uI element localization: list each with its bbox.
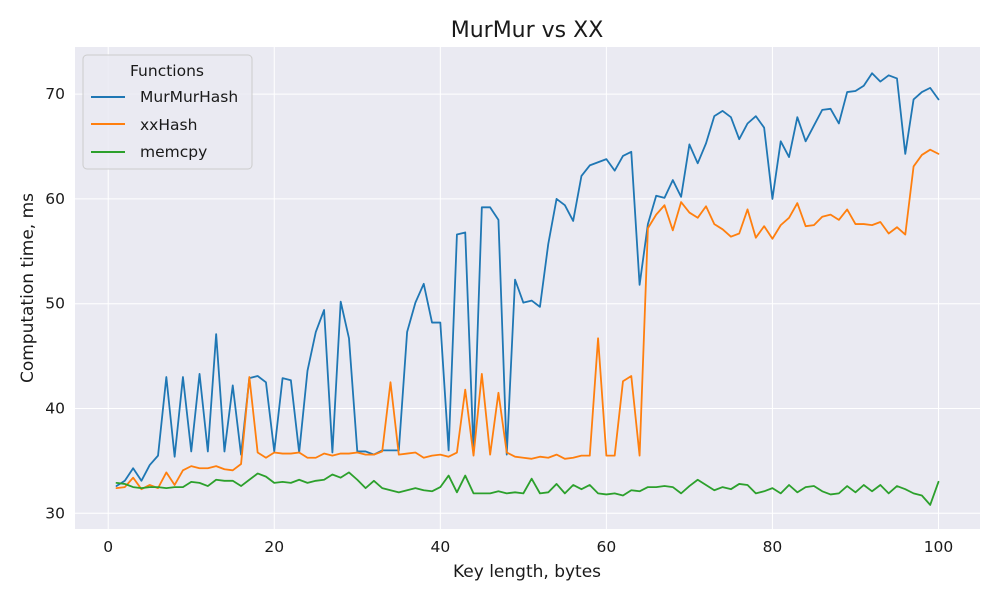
chart-title: MurMur vs XX — [451, 18, 604, 43]
x-tick-label: 80 — [763, 538, 783, 556]
y-axis-label: Computation time, ms — [18, 193, 38, 383]
y-tick-label: 60 — [45, 190, 65, 208]
x-tick-label: 100 — [924, 538, 954, 556]
series-line-xxhash — [115, 148, 940, 491]
x-tick-label: 20 — [264, 538, 284, 556]
y-tick-labels: 30 40 50 60 70 — [45, 85, 65, 522]
legend-box — [82, 54, 253, 170]
series-line-murmurhash — [115, 72, 940, 487]
series-line-memcpy — [115, 471, 940, 506]
legend-title: Functions — [130, 62, 204, 80]
x-tick-label: 40 — [430, 538, 450, 556]
y-tick-label: 30 — [45, 504, 65, 522]
legend-label-xxhash: xxHash — [140, 116, 197, 134]
y-tick-label: 50 — [45, 295, 65, 313]
y-tick-label: 70 — [45, 85, 65, 103]
legend-label-memcpy: memcpy — [140, 143, 207, 161]
x-axis-label: Key length, bytes — [453, 562, 601, 582]
x-tick-label: 0 — [103, 538, 113, 556]
x-tick-labels: 0 20 40 60 80 100 — [103, 538, 953, 556]
series-lines — [115, 72, 940, 506]
x-tick-label: 60 — [597, 538, 617, 556]
y-tick-label: 40 — [45, 400, 65, 418]
legend: Functions MurMurHash xxHash memcpy — [82, 54, 253, 170]
legend-label-murmurhash: MurMurHash — [140, 88, 238, 106]
